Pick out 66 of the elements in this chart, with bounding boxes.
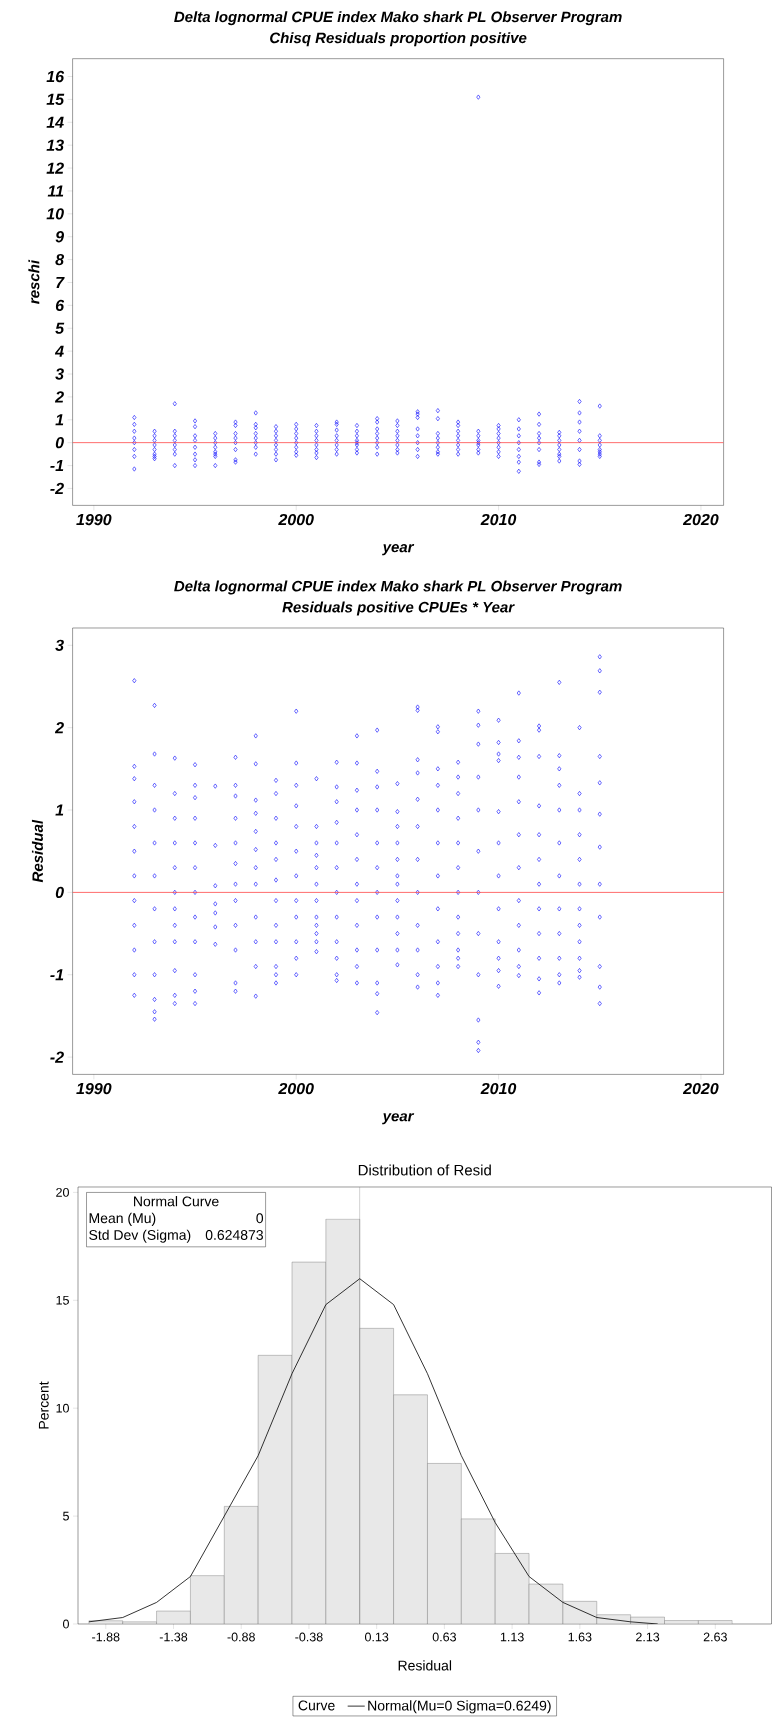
x-tick-label: 0.63	[432, 1632, 456, 1642]
annotation: Mean (Mu)	[89, 1212, 156, 1226]
x-tick-label: 2010	[480, 513, 517, 526]
y-tick-label: 5	[63, 1511, 69, 1521]
y-tick-label: 5	[55, 322, 65, 334]
x-axis-title: Residual	[398, 1660, 452, 1671]
x-tick-label: 1.63	[568, 1632, 592, 1642]
y-tick-label: 2	[54, 722, 64, 734]
y-tick-label: 2	[54, 391, 64, 403]
y-tick-label: 0	[63, 1619, 69, 1629]
legend-label: Normal(Mu=0 Sigma=0.6249)	[368, 1700, 551, 1714]
chart-title: Delta lognormal CPUE index Mako shark PL Observer Program	[174, 580, 622, 595]
y-tick-label: 1	[55, 414, 64, 426]
x-tick-label: -0.88	[227, 1632, 255, 1642]
y-tick-label: 12	[46, 162, 64, 174]
x-tick-label: 2000	[278, 513, 314, 526]
y-tick-label: -2	[50, 482, 64, 495]
chart-subtitle: Residuals positive CPUEs * Year	[282, 601, 515, 616]
annotation: 0.624873	[205, 1230, 263, 1240]
x-tick-label: -1.38	[159, 1632, 188, 1642]
x-tick-label: 2020	[682, 1082, 719, 1095]
x-tick-label: 2.13	[636, 1632, 660, 1642]
x-tick-label: -1.88	[92, 1632, 120, 1642]
x-tick-label: 0.13	[364, 1632, 389, 1642]
y-axis-title: reschi	[28, 259, 40, 304]
y-tick-label: 8	[55, 253, 65, 266]
y-tick-label: 0	[55, 437, 64, 449]
y-tick-label: 9	[55, 231, 64, 243]
y-tick-label: -1	[50, 460, 64, 472]
x-tick-label: 2020	[682, 513, 719, 526]
chart-subtitle: Chisq Residuals proportion positive	[270, 32, 527, 47]
y-tick-label: 11	[47, 185, 64, 197]
y-tick-label: 20	[56, 1187, 69, 1197]
chart-title: Distribution of Resid	[358, 1164, 491, 1176]
y-tick-label: 6	[55, 299, 65, 312]
x-tick-label: -0.38	[295, 1632, 323, 1642]
y-tick-label: 15	[56, 1295, 69, 1305]
x-axis-title: year	[382, 1113, 415, 1125]
y-tick-label: 16	[46, 70, 65, 83]
y-tick-label: 14	[46, 116, 64, 128]
y-tick-label: -1	[50, 969, 64, 981]
x-tick-label: 1990	[76, 513, 112, 526]
y-tick-label: 1	[55, 804, 64, 816]
y-tick-label: 13	[46, 139, 64, 151]
y-tick-label: 4	[54, 345, 64, 357]
annotation: Normal Curve	[134, 1196, 219, 1207]
y-tick-label: 3	[55, 368, 64, 380]
y-tick-label: -2	[50, 1051, 64, 1063]
x-tick-label: 2000	[278, 1082, 314, 1095]
y-tick-label: 3	[55, 639, 64, 651]
y-axis-title: Residual	[31, 819, 43, 883]
y-axis-title: Percent	[38, 1381, 49, 1429]
y-tick-label: 10	[56, 1403, 69, 1413]
y-tick-label: 0	[55, 886, 64, 899]
x-tick-label: 2.63	[703, 1632, 727, 1642]
chart-title: Delta lognormal CPUE index Mako shark PL Observer Program	[174, 11, 622, 26]
annotation: Std Dev (Sigma)	[89, 1229, 191, 1243]
annotation: 0	[256, 1213, 264, 1224]
legend-title: Curve	[298, 1700, 335, 1711]
x-tick-label: 1990	[76, 1082, 112, 1095]
y-tick-label: 7	[56, 276, 65, 288]
x-tick-label: 1.13	[500, 1632, 524, 1642]
x-tick-label: 2010	[480, 1082, 517, 1095]
x-axis-title: year	[382, 544, 415, 556]
y-tick-label: 10	[46, 208, 64, 220]
y-tick-label: 15	[46, 93, 65, 105]
